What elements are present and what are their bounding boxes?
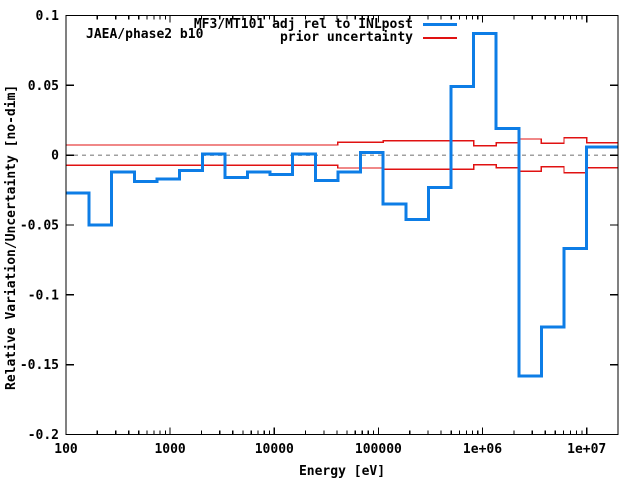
y-tick-label: -0.15: [20, 358, 59, 373]
prior-uncertainty-lower-line: [66, 164, 618, 174]
y-tick-label: -0.1: [28, 288, 59, 303]
x-tick-label: 1e+06: [463, 442, 502, 457]
legend-item-prior: prior uncertainty: [194, 30, 457, 45]
legend: MF3/MT101 adj rel to INLpost prior uncer…: [193, 17, 457, 45]
x-tick-label: 100000: [355, 442, 402, 457]
x-tick-label: 1000: [154, 442, 185, 457]
y-tick-label: 0.1: [36, 9, 60, 24]
legend-line-sample-red: [423, 36, 457, 39]
y-tick-label: -0.05: [20, 219, 59, 234]
y-axis-title: Relative Variation/Uncertainty [no-dim]: [4, 84, 19, 390]
legend-label-adjustment: MF3/MT101 adj rel to INLpost: [193, 17, 413, 32]
x-tick-label: 10000: [255, 442, 294, 457]
x-axis-title: Energy [eV]: [298, 464, 386, 479]
legend-label-prior: prior uncertainty: [279, 30, 413, 45]
plot-border: [65, 14, 619, 436]
legend-item-adjustment: MF3/MT101 adj rel to INLpost: [193, 17, 457, 32]
legend-line-sample-blue: [423, 23, 457, 26]
prior-uncertainty-upper-line: [66, 136, 618, 147]
y-tick-label: -0.2: [28, 428, 59, 443]
x-tick-label: 100: [54, 442, 78, 457]
adjustment-step-line: [66, 32, 618, 378]
plot-annotation: JAEA/phase2 b10: [86, 27, 204, 42]
y-tick-label: 0.05: [28, 79, 59, 94]
y-tick-label: 0: [51, 149, 59, 164]
x-tick-label: 1e+07: [567, 442, 606, 457]
